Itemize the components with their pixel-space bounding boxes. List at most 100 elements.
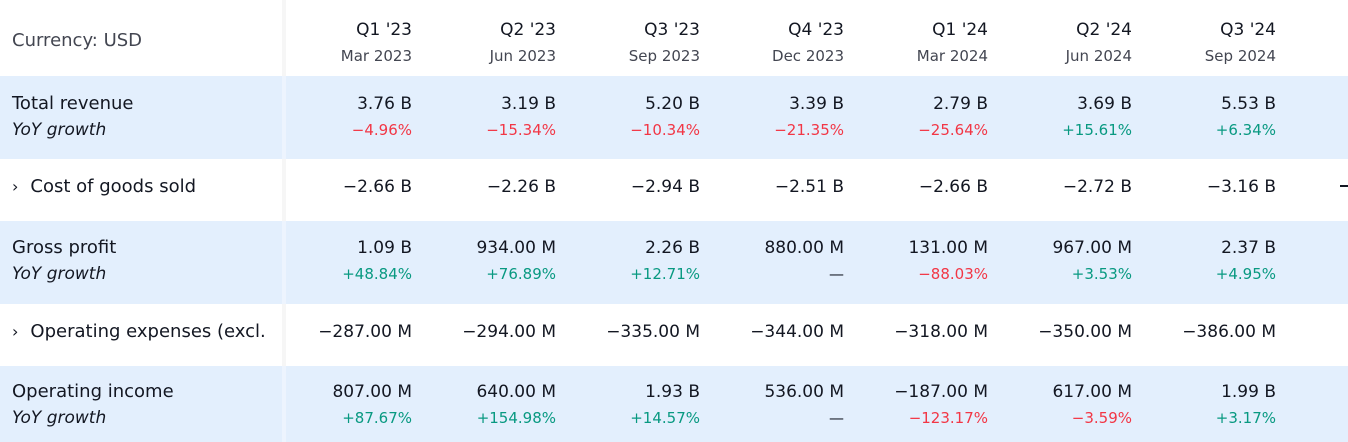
value-cell: 5.20 B −10.34% bbox=[560, 76, 700, 159]
row-total-revenue[interactable]: Total revenue YoY growth 3.76 B −4.96% 3… bbox=[0, 76, 1348, 159]
value-cell: −318.00 M bbox=[848, 304, 988, 366]
chevron-right-icon[interactable]: › bbox=[12, 177, 19, 196]
growth-value: — bbox=[829, 409, 844, 427]
row-cost-of-goods-sold[interactable]: › Cost of goods sold −2.66 B −2.26 B −2.9… bbox=[0, 159, 1348, 221]
value: 5.20 B bbox=[645, 94, 700, 114]
value: −2.94 B bbox=[630, 177, 700, 197]
growth-value: +87.67% bbox=[342, 409, 412, 427]
value: 2.37 B bbox=[1221, 238, 1276, 258]
row-label-cell[interactable]: › Cost of goods sold bbox=[0, 159, 282, 221]
value: 2.26 B bbox=[645, 238, 700, 258]
value-cell: 1.93 B +14.57% bbox=[560, 366, 700, 442]
value: 3.69 B bbox=[1077, 94, 1132, 114]
growth-value: +3.53% bbox=[1071, 265, 1132, 283]
row-label: Operating income bbox=[12, 381, 174, 402]
row-label: Cost of goods sold bbox=[30, 176, 197, 197]
value-cell: 617.00 M −3.59% bbox=[992, 366, 1132, 442]
value: −344.00 M bbox=[750, 322, 844, 342]
growth-value: −15.34% bbox=[486, 121, 556, 139]
growth-value: +12.71% bbox=[630, 265, 700, 283]
column-separator bbox=[282, 366, 286, 442]
value-cell: 3.69 B +15.61% bbox=[992, 76, 1132, 159]
row-label-cell[interactable]: › Operating expenses (excl. bbox=[0, 304, 282, 366]
period-header: Q1 '24 Mar 2024 bbox=[848, 0, 988, 76]
value: 1.99 B bbox=[1221, 382, 1276, 402]
row-label: Gross profit bbox=[12, 237, 117, 258]
value: −335.00 M bbox=[606, 322, 700, 342]
value-cell: −2.66 B bbox=[848, 159, 988, 221]
value: 1.09 B bbox=[357, 238, 412, 258]
period-date: Mar 2023 bbox=[340, 47, 412, 65]
value-cell: 5.53 B +6.34% bbox=[1136, 76, 1276, 159]
period-header: Q4 '23 Dec 2023 bbox=[704, 0, 844, 76]
period-date: Dec 2023 bbox=[772, 47, 844, 65]
value-cell: 3.19 B −15.34% bbox=[416, 76, 556, 159]
value: 934.00 M bbox=[476, 238, 556, 258]
value-cell: 3.76 B −4.96% bbox=[272, 76, 412, 159]
value: 617.00 M bbox=[1052, 382, 1132, 402]
value-cell: 640.00 M +154.98% bbox=[416, 366, 556, 442]
value: 3.39 B bbox=[789, 94, 844, 114]
growth-value: +15.61% bbox=[1062, 121, 1132, 139]
value-cell: −344.00 M bbox=[704, 304, 844, 366]
period-quarter: Q1 '23 bbox=[356, 20, 412, 40]
value-cell: −2.66 B bbox=[272, 159, 412, 221]
value-cell: 807.00 M +87.67% bbox=[272, 366, 412, 442]
growth-value: −25.64% bbox=[918, 121, 988, 139]
value: −2.72 B bbox=[1062, 177, 1132, 197]
period-header: Q1 '23 Mar 2023 bbox=[272, 0, 412, 76]
value: −2.66 B bbox=[342, 177, 412, 197]
growth-value: +3.17% bbox=[1215, 409, 1276, 427]
value-cell: −187.00 M −123.17% bbox=[848, 366, 988, 442]
value-cell: 536.00 M — bbox=[704, 366, 844, 442]
value-cell: −2.26 B bbox=[416, 159, 556, 221]
growth-value: −123.17% bbox=[908, 409, 988, 427]
period-date: Sep 2023 bbox=[628, 47, 700, 65]
row-label: Operating expenses (excl. bbox=[30, 321, 266, 342]
expand-row-toggle[interactable]: › Cost of goods sold bbox=[12, 176, 196, 197]
period-quarter: Q3 '23 bbox=[644, 20, 700, 40]
value: 967.00 M bbox=[1052, 238, 1132, 258]
value-cell: 2.79 B −25.64% bbox=[848, 76, 988, 159]
growth-value: +48.84% bbox=[342, 265, 412, 283]
value-cell: 2.26 B +12.71% bbox=[560, 221, 700, 304]
value-cell: −294.00 M bbox=[416, 304, 556, 366]
row-sub-label: YoY growth bbox=[12, 120, 107, 140]
period-header: Q2 '23 Jun 2023 bbox=[416, 0, 556, 76]
value: 1.93 B bbox=[645, 382, 700, 402]
value: −2.66 B bbox=[918, 177, 988, 197]
value-cell: 2.37 B +4.95% bbox=[1136, 221, 1276, 304]
growth-value: +76.89% bbox=[486, 265, 556, 283]
growth-value: +4.95% bbox=[1215, 265, 1276, 283]
value: −294.00 M bbox=[462, 322, 556, 342]
value: 3.19 B bbox=[501, 94, 556, 114]
value: −3.16 B bbox=[1206, 177, 1276, 197]
value-cell: −2.51 B bbox=[704, 159, 844, 221]
row-gross-profit[interactable]: Gross profit YoY growth 1.09 B +48.84% 9… bbox=[0, 221, 1348, 304]
period-date: Mar 2024 bbox=[916, 47, 988, 65]
currency-label: Currency: USD bbox=[12, 30, 143, 51]
chevron-right-icon[interactable]: › bbox=[12, 322, 19, 341]
value-cell: 131.00 M −88.03% bbox=[848, 221, 988, 304]
value: −287.00 M bbox=[318, 322, 412, 342]
value: 5.53 B bbox=[1221, 94, 1276, 114]
value: 880.00 M bbox=[764, 238, 844, 258]
value: −2.26 B bbox=[486, 177, 556, 197]
growth-value: +154.98% bbox=[476, 409, 556, 427]
period-date: Jun 2024 bbox=[1065, 47, 1132, 65]
header-label-cell: Currency: USD bbox=[0, 0, 282, 76]
row-operating-income[interactable]: Operating income YoY growth 807.00 M +87… bbox=[0, 366, 1348, 442]
value-cell: −335.00 M bbox=[560, 304, 700, 366]
column-separator bbox=[282, 221, 286, 304]
expand-row-toggle[interactable]: › Operating expenses (excl. bbox=[12, 321, 266, 342]
value: −2.51 B bbox=[774, 177, 844, 197]
growth-value: −21.35% bbox=[774, 121, 844, 139]
value-cell: 1.09 B +48.84% bbox=[272, 221, 412, 304]
value: −350.00 M bbox=[1038, 322, 1132, 342]
value-cell: 934.00 M +76.89% bbox=[416, 221, 556, 304]
value: 131.00 M bbox=[908, 238, 988, 258]
value: −187.00 M bbox=[894, 382, 988, 402]
period-date: Sep 2024 bbox=[1204, 47, 1276, 65]
row-operating-expenses[interactable]: › Operating expenses (excl. −287.00 M −29… bbox=[0, 304, 1348, 366]
